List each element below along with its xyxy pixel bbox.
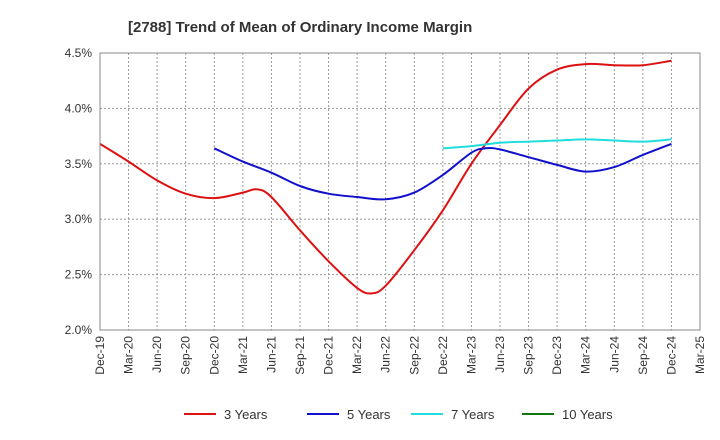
x-tick-label: Mar-22 bbox=[350, 336, 364, 374]
x-tick-label: Dec-19 bbox=[93, 336, 107, 375]
y-tick-label: 2.0% bbox=[65, 323, 93, 337]
y-axis: 2.0% 2.5% 3.0% 3.5% 4.0% 4.5% bbox=[65, 46, 93, 337]
x-tick-label: Jun-21 bbox=[264, 336, 278, 373]
x-tick-label: Dec-23 bbox=[550, 336, 564, 375]
x-tick-label: Mar-24 bbox=[579, 336, 593, 374]
x-tick-label: Sep-20 bbox=[179, 336, 193, 375]
chart-title: [2788] Trend of Mean of Ordinary Income … bbox=[128, 19, 472, 36]
x-tick-label: Dec-21 bbox=[322, 336, 336, 375]
series-line-7-years bbox=[442, 138, 672, 150]
x-tick-label: Sep-23 bbox=[522, 336, 536, 375]
y-tick-label: 3.5% bbox=[65, 157, 93, 171]
x-tick-label: Dec-24 bbox=[664, 336, 678, 375]
legend-label-10-years: 10 Years bbox=[562, 407, 613, 422]
x-axis: Dec-19 Mar-20 Jun-20 Sep-20 Dec-20 Mar-21 Jun-… bbox=[93, 336, 707, 375]
plot-frame bbox=[99, 52, 701, 331]
legend-label-5-years: 5 Years bbox=[347, 407, 391, 422]
legend: 3 Years 5 Years 7 Years 10 Years bbox=[184, 407, 613, 422]
series-lines bbox=[99, 59, 672, 295]
x-tick-label: Mar-20 bbox=[122, 336, 136, 374]
y-tick-label: 4.5% bbox=[65, 46, 93, 60]
legend-label-7-years: 7 Years bbox=[451, 407, 495, 422]
x-tick-label: Sep-24 bbox=[636, 336, 650, 375]
y-tick-label: 4.0% bbox=[65, 101, 93, 115]
y-tick-label: 2.5% bbox=[65, 268, 93, 282]
x-tick-label: Jun-24 bbox=[607, 336, 621, 373]
x-tick-label: Jun-20 bbox=[150, 336, 164, 373]
y-tick-label: 3.0% bbox=[65, 212, 93, 226]
legend-label-3-years: 3 Years bbox=[224, 407, 268, 422]
x-tick-label: Mar-23 bbox=[464, 336, 478, 374]
x-tick-label: Dec-20 bbox=[207, 336, 221, 375]
series-line-5-years bbox=[213, 142, 672, 201]
x-tick-label: Mar-21 bbox=[236, 336, 250, 374]
x-tick-label: Sep-22 bbox=[407, 336, 421, 375]
series-line-3-years bbox=[99, 59, 672, 295]
x-tick-label: Mar-25 bbox=[693, 336, 707, 374]
x-tick-label: Jun-23 bbox=[493, 336, 507, 373]
grid bbox=[99, 52, 701, 331]
x-tick-label: Dec-22 bbox=[436, 336, 450, 375]
x-tick-label: Jun-22 bbox=[379, 336, 393, 373]
x-tick-label: Sep-21 bbox=[293, 336, 307, 375]
